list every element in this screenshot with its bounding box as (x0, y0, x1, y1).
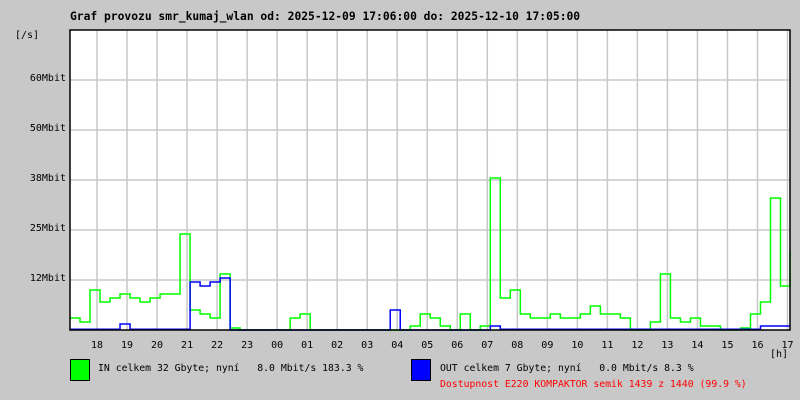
x-tick-label: 11 (601, 340, 614, 351)
x-tick-label: 07 (481, 340, 494, 351)
out-legend-text: OUT celkem 7 Gbyte; nyní 0.0 Mbit/s 8.3 … (440, 363, 694, 374)
x-tick-label: 18 (90, 340, 104, 351)
x-tick-label: 21 (181, 340, 194, 351)
x-tick-label: 02 (331, 340, 344, 351)
y-tick-label: 50Mbit (29, 123, 66, 134)
x-tick-label: 04 (391, 340, 404, 351)
in-legend-swatch (70, 359, 90, 381)
y-tick-label: 12Mbit (29, 273, 66, 284)
y-tick-label: 25Mbit (29, 223, 66, 234)
availability-text: Dostupnost E220 KOMPAKTOR semik 1439 z 1… (440, 379, 747, 390)
x-tick-label: 13 (661, 340, 674, 351)
x-tick-label: 22 (211, 340, 224, 351)
plot-border (69, 29, 791, 331)
x-tick-label: 20 (151, 340, 164, 351)
out-legend-swatch (411, 359, 431, 381)
x-tick-label: 00 (271, 340, 284, 351)
x-tick-label: 14 (691, 340, 704, 351)
x-tick-label: 01 (301, 340, 314, 351)
x-tick-label: 12 (631, 340, 644, 351)
y-tick-label: 60Mbit (29, 73, 66, 84)
y-tick-label: 38Mbit (29, 173, 66, 184)
x-tick-label: 09 (541, 340, 554, 351)
x-tick-label: 17 (781, 340, 794, 351)
y-unit-label: [/s] (15, 30, 40, 41)
x-tick-label: 23 (241, 340, 254, 351)
x-tick-label: 15 (721, 340, 734, 351)
x-tick-label: 06 (451, 340, 464, 351)
x-tick-label: 16 (751, 340, 764, 351)
x-unit-label: [h] (770, 349, 789, 360)
x-tick-label: 10 (571, 340, 584, 351)
x-tick-label: 05 (421, 340, 434, 351)
x-tick-label: 08 (511, 340, 524, 351)
x-tick-label: 03 (361, 340, 374, 351)
x-tick-label: 19 (121, 340, 134, 351)
graph-title: Graf provozu smr_kumaj_wlan od: 2025-12-… (70, 10, 581, 23)
in-legend-text: IN celkem 32 Gbyte; nyní 8.0 Mbit/s 183.… (98, 363, 364, 374)
